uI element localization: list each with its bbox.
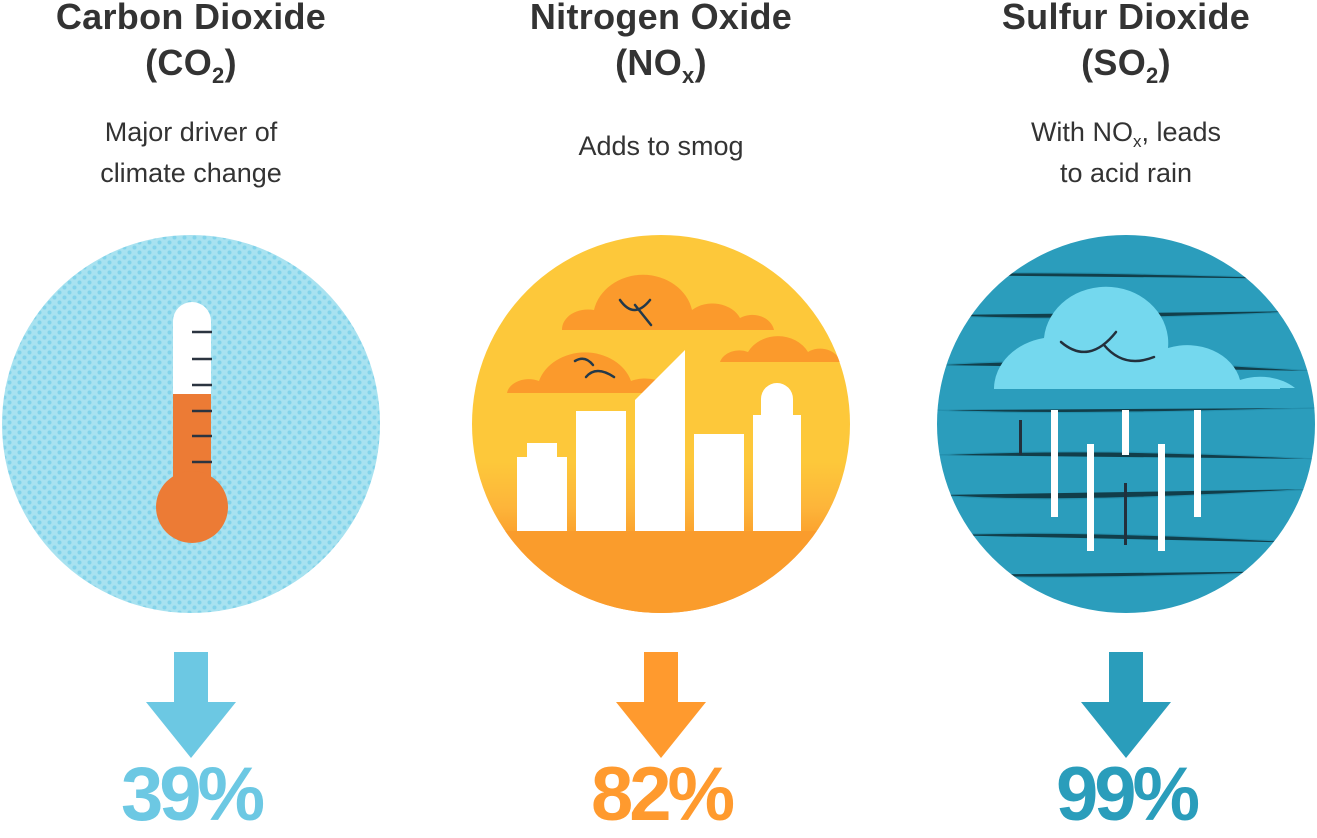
acid-rain-cloud-icon (937, 235, 1315, 613)
description-line-2: climate change (100, 158, 282, 188)
formula-base: (SO (1081, 42, 1147, 83)
description-line-1: Major driver of (104, 117, 278, 147)
pollutant-name: Sulfur Dioxide (1001, 0, 1251, 37)
description-line-1: With NOx, leads (906, 112, 1317, 153)
thermometer-icon (2, 235, 380, 613)
pollutant-formula: (SO2) (906, 40, 1317, 88)
pollutant-card-co2: Carbon Dioxide (CO2) Major driver of cli… (0, 0, 411, 837)
formula-base: (NO (615, 42, 683, 83)
description-line-2: to acid rain (1059, 158, 1193, 188)
formula-close: ) (1158, 42, 1171, 83)
formula-close: ) (224, 42, 237, 83)
description-pre: With NO (1030, 117, 1133, 147)
reduction-percentage: 39% (120, 752, 265, 837)
pollutant-name: Nitrogen Oxide (529, 0, 793, 37)
description-line-1: Adds to smog (578, 131, 744, 161)
pollutant-card-so2: Sulfur Dioxide (SO2) With NOx, leads to … (906, 0, 1317, 837)
arrow-down-icon (616, 652, 706, 758)
formula-close: ) (694, 42, 707, 83)
pollutant-title: Nitrogen Oxide (NOx) (441, 0, 881, 88)
pollutant-name: Carbon Dioxide (55, 0, 327, 37)
pollutant-title: Sulfur Dioxide (SO2) (906, 0, 1317, 88)
description-subscript: x (1132, 132, 1142, 151)
formula-subscript: 2 (212, 63, 225, 88)
formula-subscript: x (682, 63, 695, 88)
pollutant-formula: (NOx) (441, 40, 881, 88)
pollutant-description: With NOx, leads to acid rain (906, 112, 1317, 194)
pollutant-card-nox: Nitrogen Oxide (NOx) Adds to smog (441, 0, 881, 837)
smoggy-city-icon (472, 235, 850, 613)
reduction-percentage: 82% (590, 752, 735, 837)
description-post: , leads (1141, 117, 1222, 147)
pollutant-description: Adds to smog (441, 126, 881, 167)
formula-subscript: 2 (1146, 63, 1159, 88)
pollutant-description: Major driver of climate change (0, 112, 411, 194)
pollutant-formula: (CO2) (0, 40, 411, 88)
formula-base: (CO (145, 42, 213, 83)
reduction-percentage: 99% (1055, 752, 1200, 837)
arrow-down-icon (1081, 652, 1171, 758)
pollutant-title: Carbon Dioxide (CO2) (0, 0, 411, 88)
arrow-down-icon (146, 652, 236, 758)
